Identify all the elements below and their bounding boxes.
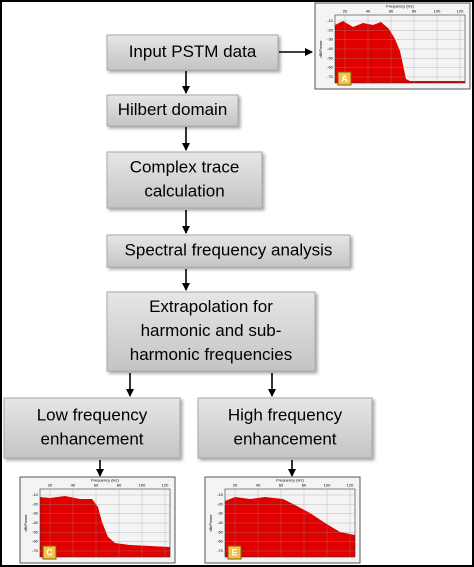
y-tick-label: -40	[32, 520, 39, 525]
y-tick-label: -10	[327, 18, 334, 23]
box	[106, 234, 351, 268]
process-box: Extrapolation for harmonic and sub-harmon…	[106, 291, 316, 372]
box-label: Extrapolation for	[149, 297, 273, 316]
x-tick-label: 100	[324, 483, 331, 488]
spectrum-area	[335, 21, 465, 83]
x-tick-label: 100	[139, 483, 146, 488]
box	[106, 34, 279, 71]
y-tick-label: -60	[217, 539, 224, 544]
y-tick-label: -20	[327, 27, 334, 32]
x-tick-label: 40	[366, 9, 371, 14]
arrows	[96, 48, 313, 477]
box-label: High frequency	[228, 405, 343, 424]
box-label: enhancement	[233, 429, 336, 448]
box-label: Spectral frequency analysis	[125, 240, 333, 259]
y-tick-label: -30	[217, 511, 224, 516]
y-tick-label: -30	[327, 37, 334, 42]
y-tick-label: -10	[32, 492, 39, 497]
spectrum-area	[225, 497, 355, 557]
y-tick-label: -50	[327, 55, 334, 60]
x-tick-label: 120	[347, 483, 354, 488]
box	[106, 291, 316, 372]
x-tick-label: 80	[302, 483, 307, 488]
x-axis-label: Frequency (Hz)	[276, 478, 304, 483]
x-axis-label: Frequency (Hz)	[386, 4, 414, 9]
y-axis-label: dB/Power	[23, 514, 28, 532]
spectrum-thumbnail: Frequency (Hz) dB/Power 20 40 60 80 100 120 -10 -…	[19, 476, 176, 564]
box-label: Low frequency	[37, 405, 148, 424]
badge	[227, 545, 242, 560]
y-tick-label: -30	[32, 511, 39, 516]
x-tick-label: 20	[48, 483, 53, 488]
x-tick-label: 20	[343, 9, 348, 14]
x-tick-label: 120	[162, 483, 169, 488]
y-tick-label: -50	[32, 529, 39, 534]
spectrum-thumbnail: Frequency (Hz) dB/Power 20 40 60 80 100 120 -10 -…	[204, 476, 361, 564]
y-tick-label: -70	[32, 548, 39, 553]
x-tick-label: 80	[412, 9, 417, 14]
spectrum-thumbnail: Frequency (Hz) dB/Power 20 40 60 80 100 120 -10 -…	[314, 2, 471, 90]
box-label: Complex trace	[130, 157, 240, 176]
y-axis-label: dB/Power	[208, 514, 213, 532]
box	[3, 397, 181, 459]
y-tick-label: -20	[32, 501, 39, 506]
y-tick-label: -70	[327, 74, 334, 79]
badge	[42, 545, 57, 560]
process-box: Input PSTM data	[106, 34, 279, 71]
process-box: Spectral frequency analysis	[106, 234, 351, 268]
box	[106, 151, 263, 209]
process-box: Low frequency enhancement	[3, 397, 181, 459]
badge-letter: A	[341, 73, 348, 83]
box-label: harmonic frequencies	[130, 345, 293, 364]
x-axis-label: Frequency (Hz)	[91, 478, 119, 483]
y-tick-label: -20	[217, 501, 224, 506]
process-box: High frequency enhancement	[197, 397, 373, 459]
badge-letter: C	[46, 547, 53, 557]
box-label: calculation	[144, 181, 224, 200]
y-tick-label: -40	[217, 520, 224, 525]
x-tick-label: 40	[71, 483, 76, 488]
x-tick-label: 20	[233, 483, 238, 488]
x-tick-label: 60	[279, 483, 284, 488]
box	[106, 94, 239, 127]
x-tick-label: 40	[256, 483, 261, 488]
x-tick-label: 60	[94, 483, 99, 488]
badge	[337, 71, 352, 86]
x-tick-label: 60	[389, 9, 394, 14]
x-tick-label: 80	[117, 483, 122, 488]
process-box: Complex trace calculation	[106, 151, 263, 209]
y-tick-label: -70	[217, 548, 224, 553]
box-label: Hilbert domain	[118, 100, 228, 119]
y-tick-label: -10	[217, 492, 224, 497]
y-tick-label: -60	[327, 65, 334, 70]
y-tick-label: -50	[217, 529, 224, 534]
box-label: enhancement	[40, 429, 143, 448]
y-tick-label: -60	[32, 539, 39, 544]
box-label: harmonic and sub-	[141, 321, 282, 340]
y-axis-label: dB/Power	[318, 40, 323, 58]
process-box: Hilbert domain	[106, 94, 239, 127]
badge-letter: E	[231, 547, 237, 557]
y-tick-label: -40	[327, 46, 334, 51]
box	[197, 397, 373, 459]
box-label: Input PSTM data	[129, 42, 257, 61]
x-tick-label: 120	[457, 9, 464, 14]
x-tick-label: 100	[434, 9, 441, 14]
